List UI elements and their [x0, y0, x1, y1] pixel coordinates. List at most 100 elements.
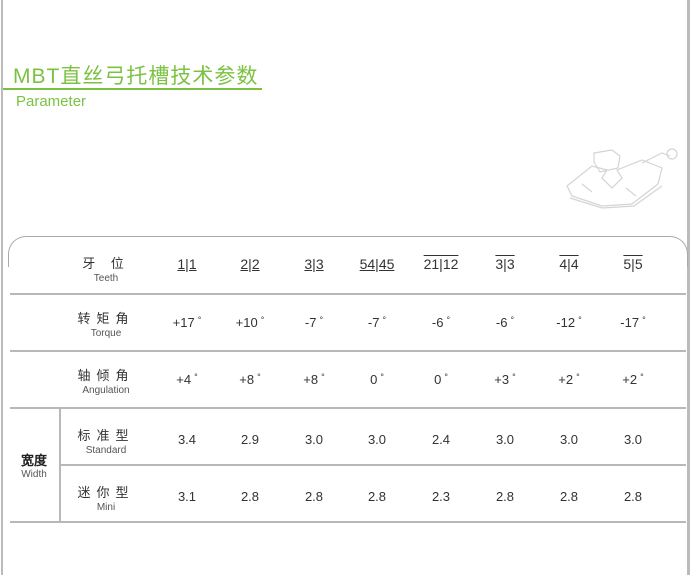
title-underline — [3, 88, 262, 90]
degree-symbol: ° — [321, 372, 325, 382]
table-cell: 2.8 — [347, 489, 407, 504]
row-divider — [10, 350, 686, 352]
page-title: MBT直丝弓托槽技术参数 — [13, 65, 259, 88]
table-cell: +3 ° — [475, 372, 535, 387]
table-cell: 2.8 — [539, 489, 599, 504]
degree-symbol: ° — [319, 315, 324, 325]
table-cell: +10 ° — [220, 315, 280, 330]
degree-symbol: ° — [257, 372, 261, 382]
row-label-teeth: 牙 位 Teeth — [70, 253, 142, 284]
degree-symbol: ° — [576, 372, 580, 382]
degree-symbol: ° — [640, 372, 644, 382]
row-label-torque: 转矩角 Torque — [70, 308, 142, 339]
tooth-notation: 1|1 — [177, 256, 197, 272]
row-label-cn: 迷你型 — [77, 485, 135, 500]
right-border — [687, 0, 690, 575]
degree-symbol: ° — [642, 315, 646, 325]
table-cell: 3.0 — [539, 432, 599, 447]
degree-symbol: ° — [446, 315, 451, 325]
angle-value: +8 — [303, 372, 319, 387]
table-cell: +17 ° — [157, 315, 217, 330]
width-value: 3.0 — [623, 432, 643, 447]
width-value: 2.8 — [304, 489, 324, 504]
tooth-notation: 54|45 — [359, 256, 395, 272]
angle-value: +10 — [235, 315, 258, 330]
angle-value: +2 — [558, 372, 574, 387]
table-cell: 2.8 — [220, 489, 280, 504]
row-divider — [60, 464, 686, 466]
angle-value: +3 — [494, 372, 510, 387]
degree-symbol: ° — [444, 372, 448, 382]
tooth-notation: 2|2 — [240, 256, 260, 272]
row-label-standard: 标准型 Standard — [70, 425, 142, 456]
width-value: 2.8 — [240, 489, 260, 504]
table-cell: 1|1 — [157, 256, 217, 272]
degree-symbol: ° — [260, 315, 265, 325]
row-label-mini: 迷你型 Mini — [70, 482, 142, 513]
table-cell: 3.0 — [475, 432, 535, 447]
width-value: 2.8 — [623, 489, 643, 504]
tooth-notation: 21|12 — [423, 256, 459, 272]
table-cell: 5|5 — [603, 256, 663, 272]
tooth-notation: 5|5 — [623, 256, 643, 272]
angle-value: -6 — [495, 315, 508, 330]
tooth-notation: 3|3 — [304, 256, 324, 272]
table-cell: 0 ° — [347, 372, 407, 387]
row-label-cn: 轴倾角 — [77, 368, 135, 383]
table-cell: 2.3 — [411, 489, 471, 504]
table-cell: 4|4 — [539, 256, 599, 272]
table-cell: 2.9 — [220, 432, 280, 447]
width-value: 2.8 — [559, 489, 579, 504]
page-subtitle: Parameter — [16, 93, 87, 110]
row-label-cn: 牙 位 — [82, 256, 130, 271]
table-cell: +2 ° — [603, 372, 663, 387]
row-label-angulation: 轴倾角 Angulation — [70, 365, 142, 396]
group-label-cn: 宽度 — [20, 453, 47, 468]
tooth-notation: 3|3 — [495, 256, 515, 272]
table-cell: +8 ° — [284, 372, 344, 387]
angle-value: -7 — [304, 315, 317, 330]
table-cell: -7 ° — [284, 315, 344, 330]
angle-value: -6 — [431, 315, 444, 330]
row-label-en: Torque — [90, 328, 122, 339]
row-label-en: Standard — [85, 445, 127, 456]
width-group-label: 宽度 Width — [12, 450, 56, 480]
table-cell: 3|3 — [284, 256, 344, 272]
angle-value: +17 — [172, 315, 195, 330]
angle-value: -17 — [620, 315, 640, 330]
table-cell: -7 ° — [347, 315, 407, 330]
row-label-cn: 标准型 — [77, 428, 135, 443]
table-cell: 21|12 — [411, 256, 471, 272]
table-cell: 2.8 — [475, 489, 535, 504]
row-label-en: Mini — [96, 502, 116, 513]
left-border — [1, 0, 3, 575]
table-cell: -6 ° — [475, 315, 535, 330]
width-value: 3.0 — [559, 432, 579, 447]
degree-symbol: ° — [512, 372, 516, 382]
width-value: 2.3 — [431, 489, 451, 504]
table-cell: +2 ° — [539, 372, 599, 387]
table-frame — [8, 236, 688, 267]
tooth-notation: 4|4 — [559, 256, 579, 272]
degree-symbol: ° — [380, 372, 384, 382]
row-divider — [10, 521, 686, 523]
width-value: 3.0 — [495, 432, 515, 447]
table-cell: 2|2 — [220, 256, 280, 272]
group-label-en: Width — [21, 469, 47, 480]
group-divider — [59, 407, 61, 522]
table-cell: 3.0 — [347, 432, 407, 447]
table-cell: -17 ° — [603, 315, 663, 330]
degree-symbol: ° — [578, 315, 582, 325]
table-cell: 3|3 — [475, 256, 535, 272]
angle-value: -12 — [556, 315, 576, 330]
row-divider — [10, 407, 686, 409]
table-cell: +8 ° — [220, 372, 280, 387]
angle-value: +2 — [622, 372, 638, 387]
table-cell: 3.0 — [284, 432, 344, 447]
width-value: 2.9 — [240, 432, 260, 447]
width-value: 3.0 — [367, 432, 387, 447]
row-label-en: Angulation — [82, 385, 130, 396]
table-cell: 3.4 — [157, 432, 217, 447]
degree-symbol: ° — [197, 315, 202, 325]
angle-value: -7 — [367, 315, 380, 330]
